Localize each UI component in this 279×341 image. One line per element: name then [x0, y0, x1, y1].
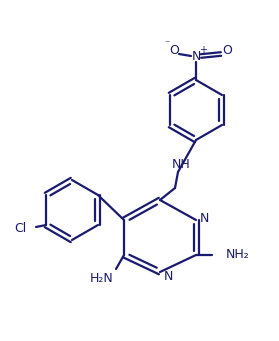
Text: ⁻: ⁻ — [164, 39, 170, 49]
Text: Cl: Cl — [14, 222, 26, 236]
Text: NH₂: NH₂ — [226, 249, 250, 262]
Text: N: N — [199, 211, 209, 224]
Text: N: N — [191, 49, 201, 62]
Text: O: O — [222, 44, 232, 57]
Text: NH: NH — [172, 158, 190, 170]
Text: N: N — [163, 269, 173, 282]
Text: O: O — [169, 44, 179, 57]
Text: H₂N: H₂N — [90, 272, 114, 285]
Text: +: + — [199, 45, 207, 55]
